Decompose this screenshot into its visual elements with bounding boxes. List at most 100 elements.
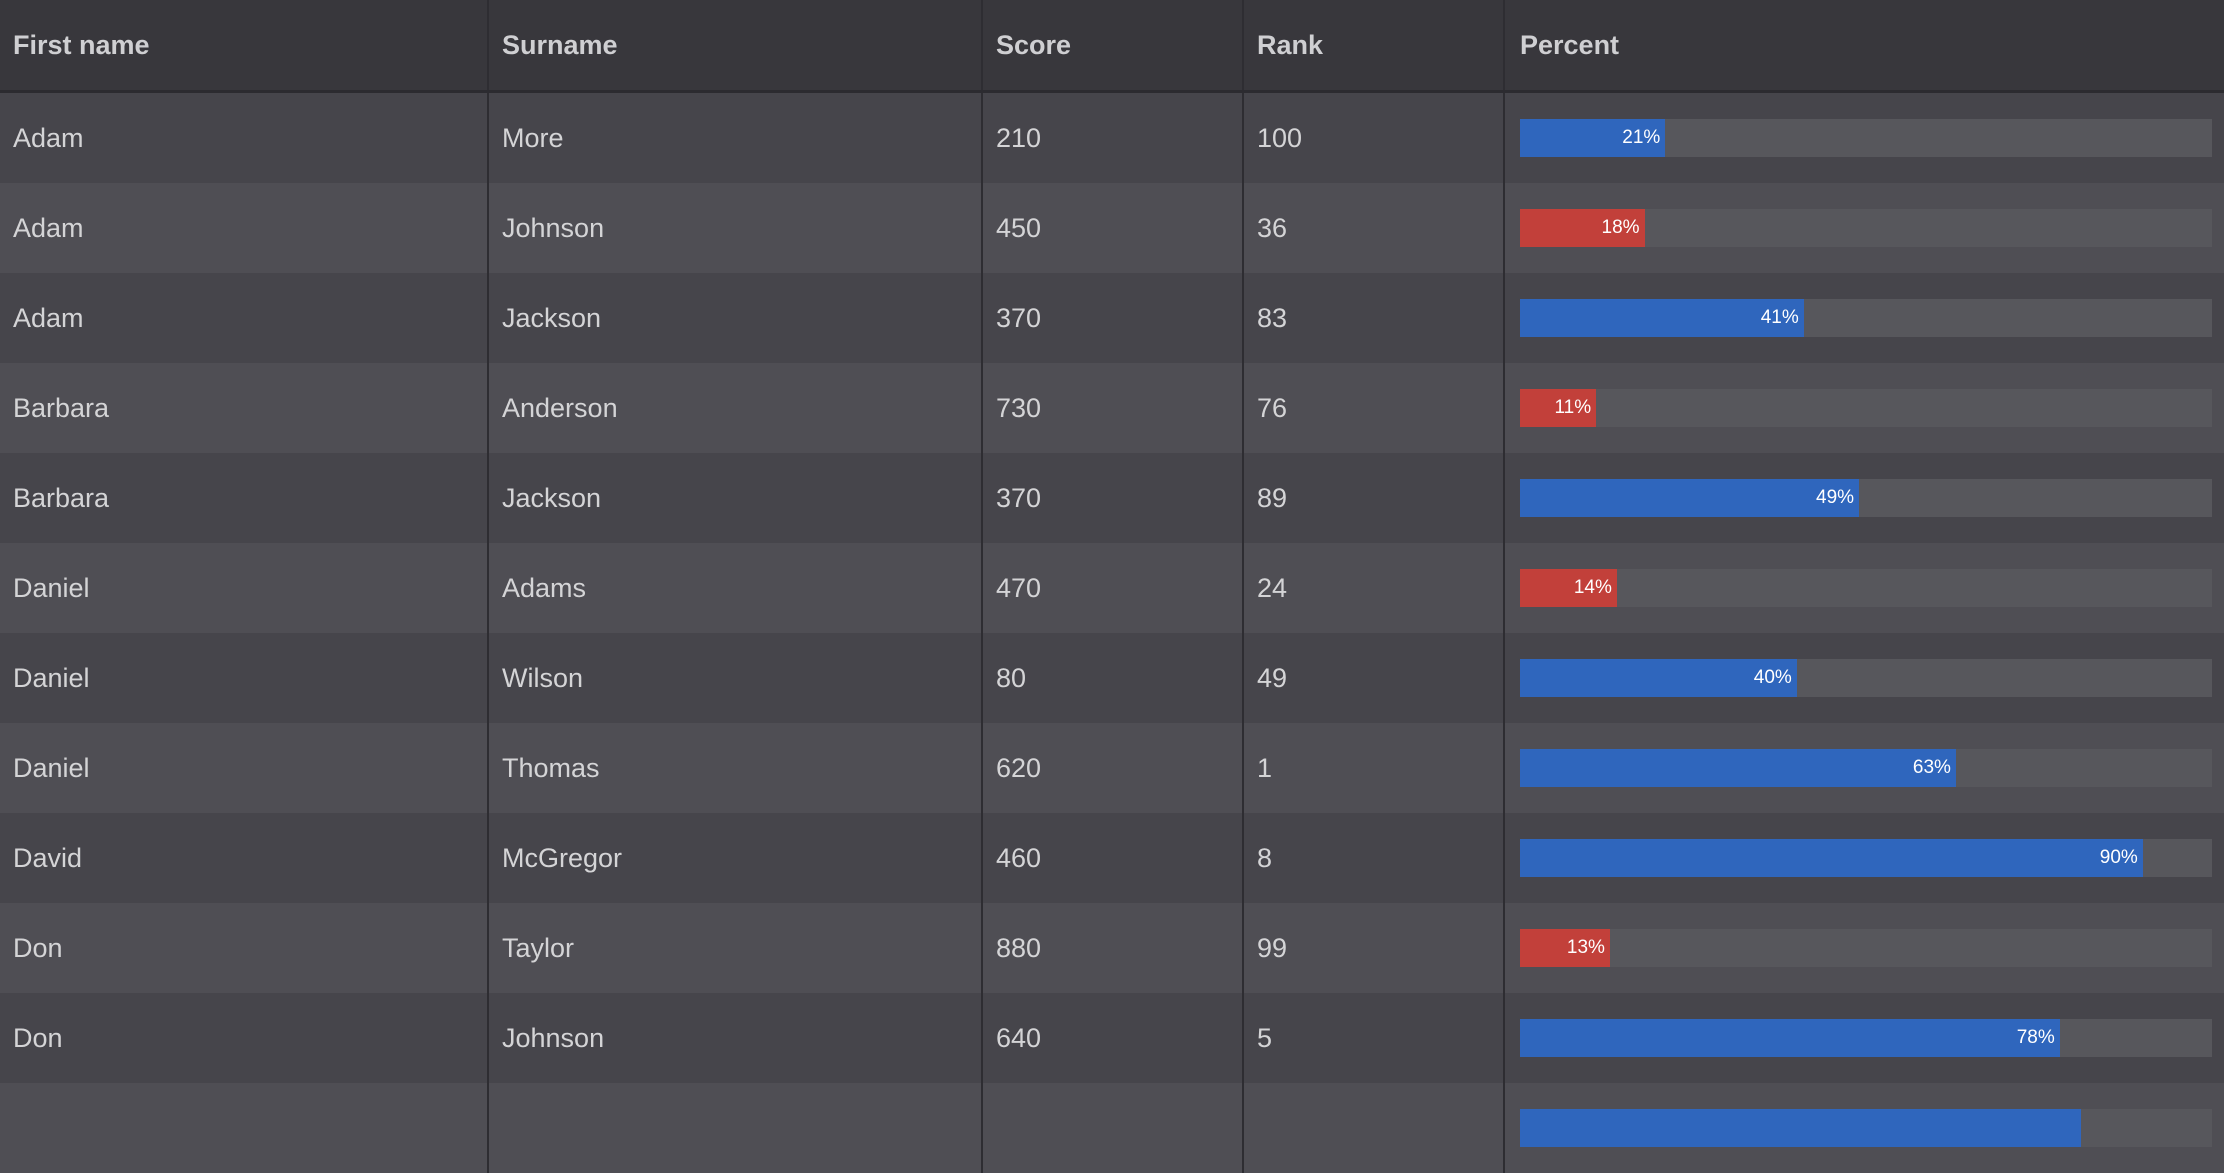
- percent-cell: 21%: [1505, 93, 2224, 183]
- percent-bar-fill: 78%: [1520, 1019, 2060, 1057]
- table-row[interactable]: Daniel Adams 470 24 14%: [0, 543, 2224, 633]
- table-row[interactable]: Barbara Anderson 730 76 11%: [0, 363, 2224, 453]
- surname-cell: [489, 1083, 983, 1173]
- first-name-cell: Adam: [0, 273, 489, 363]
- percent-bar-fill: 49%: [1520, 479, 1860, 517]
- score-cell: [983, 1083, 1244, 1173]
- first-name-cell: Don: [0, 903, 489, 993]
- surname-cell: Wilson: [489, 633, 983, 723]
- percent-bar-track: 13%: [1520, 929, 2212, 967]
- table-row[interactable]: Don Taylor 880 99 13%: [0, 903, 2224, 993]
- first-name-cell: Daniel: [0, 543, 489, 633]
- rank-cell: 99: [1244, 903, 1505, 993]
- percent-cell: 14%: [1505, 543, 2224, 633]
- column-header-surname[interactable]: Surname: [489, 0, 983, 90]
- table-body: Adam More 210 100 21% Adam Johnson 450 36 18% Adam…: [0, 93, 2224, 1173]
- column-header-score[interactable]: Score: [983, 0, 1244, 90]
- percent-cell: 13%: [1505, 903, 2224, 993]
- rank-cell: 76: [1244, 363, 1505, 453]
- table-row[interactable]: Adam Johnson 450 36 18%: [0, 183, 2224, 273]
- table-row[interactable]: David McGregor 460 8 90%: [0, 813, 2224, 903]
- first-name-cell: David: [0, 813, 489, 903]
- percent-bar-fill: 18%: [1520, 209, 1645, 247]
- rank-cell: 83: [1244, 273, 1505, 363]
- rank-cell: 89: [1244, 453, 1505, 543]
- percent-cell: [1505, 1083, 2224, 1173]
- percent-bar-track: 40%: [1520, 659, 2212, 697]
- score-cell: 470: [983, 543, 1244, 633]
- rank-cell: [1244, 1083, 1505, 1173]
- table-row[interactable]: Daniel Wilson 80 49 40%: [0, 633, 2224, 723]
- score-cell: 80: [983, 633, 1244, 723]
- column-header-percent[interactable]: Percent: [1520, 29, 1620, 60]
- score-cell: 730: [983, 363, 1244, 453]
- surname-cell: Thomas: [489, 723, 983, 813]
- score-cell: 880: [983, 903, 1244, 993]
- table-row[interactable]: Adam More 210 100 21%: [0, 93, 2224, 183]
- surname-cell: Jackson: [489, 273, 983, 363]
- percent-bar-track: 14%: [1520, 569, 2212, 607]
- score-cell: 460: [983, 813, 1244, 903]
- first-name-cell: Adam: [0, 183, 489, 273]
- percent-cell: 40%: [1505, 633, 2224, 723]
- percent-bar-track: 18%: [1520, 209, 2212, 247]
- percent-bar-track: 21%: [1520, 119, 2212, 157]
- score-cell: 640: [983, 993, 1244, 1083]
- surname-cell: More: [489, 93, 983, 183]
- surname-cell: McGregor: [489, 813, 983, 903]
- percent-bar-fill: 14%: [1520, 569, 1617, 607]
- percent-cell: 78%: [1505, 993, 2224, 1083]
- percent-bar-fill: 11%: [1520, 389, 1597, 427]
- percent-bar-fill: 21%: [1520, 119, 1666, 157]
- first-name-cell: [0, 1083, 489, 1173]
- percent-cell: 90%: [1505, 813, 2224, 903]
- percent-bar-track: 63%: [1520, 749, 2212, 787]
- score-cell: 370: [983, 453, 1244, 543]
- percent-cell: 11%: [1505, 363, 2224, 453]
- percent-cell: 63%: [1505, 723, 2224, 813]
- percent-bar-track: 11%: [1520, 389, 2212, 427]
- rank-cell: 8: [1244, 813, 1505, 903]
- table-row[interactable]: Don Johnson 640 5 78%: [0, 993, 2224, 1083]
- score-cell: 210: [983, 93, 1244, 183]
- column-header-rank[interactable]: Rank: [1244, 0, 1505, 90]
- score-cell: 450: [983, 183, 1244, 273]
- surname-cell: Jackson: [489, 453, 983, 543]
- first-name-cell: Barbara: [0, 363, 489, 453]
- rank-cell: 36: [1244, 183, 1505, 273]
- first-name-cell: Don: [0, 993, 489, 1083]
- percent-bar-fill: [1520, 1109, 2081, 1147]
- rank-cell: 100: [1244, 93, 1505, 183]
- table-row[interactable]: Adam Jackson 370 83 41%: [0, 273, 2224, 363]
- percent-cell: 18%: [1505, 183, 2224, 273]
- percent-bar-track: 49%: [1520, 479, 2212, 517]
- percent-bar-track: 78%: [1520, 1019, 2212, 1057]
- surname-cell: Taylor: [489, 903, 983, 993]
- table-header: First name Surname Score Rank Percent: [0, 0, 2224, 93]
- percent-bar-track: [1520, 1109, 2212, 1147]
- first-name-cell: Daniel: [0, 723, 489, 813]
- first-name-cell: Adam: [0, 93, 489, 183]
- percent-cell: 41%: [1505, 273, 2224, 363]
- score-cell: 620: [983, 723, 1244, 813]
- percent-bar-fill: 40%: [1520, 659, 1797, 697]
- score-cell: 370: [983, 273, 1244, 363]
- rank-cell: 5: [1244, 993, 1505, 1083]
- percent-bar-fill: 13%: [1520, 929, 1610, 967]
- rank-cell: 49: [1244, 633, 1505, 723]
- percent-bar-fill: 41%: [1520, 299, 1804, 337]
- table-row[interactable]: Daniel Thomas 620 1 63%: [0, 723, 2224, 813]
- percent-bar-fill: 90%: [1520, 839, 2143, 877]
- table-row[interactable]: Barbara Jackson 370 89 49%: [0, 453, 2224, 543]
- first-name-cell: Daniel: [0, 633, 489, 723]
- table-row[interactable]: [0, 1083, 2224, 1173]
- percent-bar-track: 90%: [1520, 839, 2212, 877]
- surname-cell: Johnson: [489, 993, 983, 1083]
- first-name-cell: Barbara: [0, 453, 489, 543]
- rank-cell: 24: [1244, 543, 1505, 633]
- rank-cell: 1: [1244, 723, 1505, 813]
- column-header-first-name[interactable]: First name: [0, 0, 489, 90]
- surname-cell: Anderson: [489, 363, 983, 453]
- surname-cell: Johnson: [489, 183, 983, 273]
